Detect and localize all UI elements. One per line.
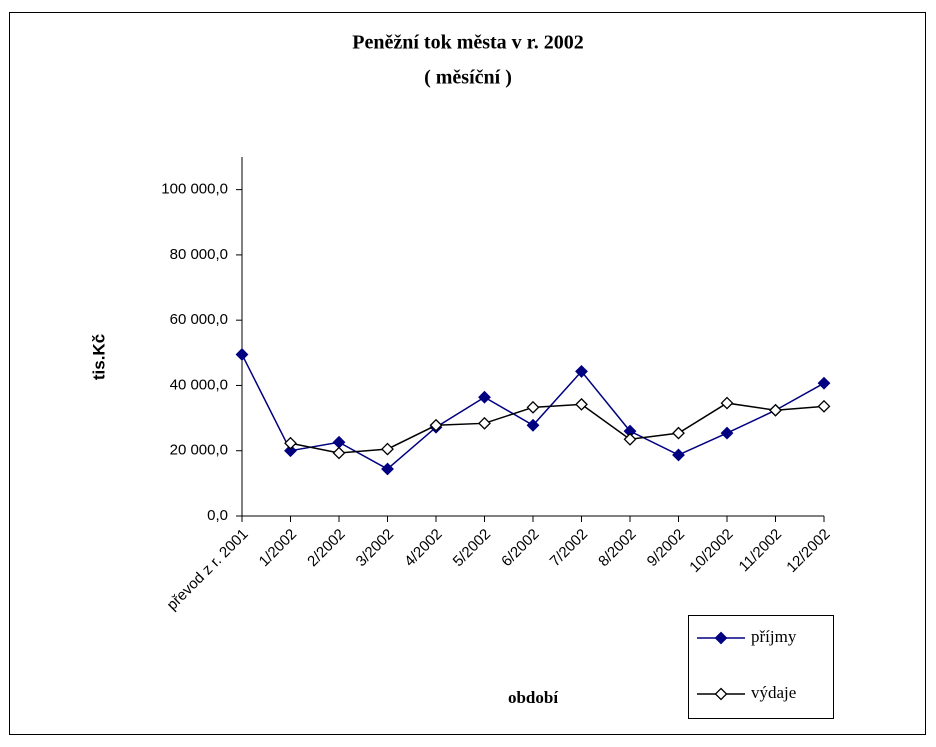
data-point — [817, 399, 831, 413]
data-point — [575, 397, 588, 411]
legend-label: příjmy — [751, 627, 797, 646]
y-tick-label: 20 000,0 — [170, 442, 228, 459]
y-tick-label: 0,0 — [207, 507, 228, 524]
y-tick-label: 100 000,0 — [161, 181, 228, 198]
series-line — [290, 402, 825, 454]
y-tick-label: 40 000,0 — [170, 376, 228, 393]
chart-subtitle: ( měsíční ) — [424, 67, 512, 89]
data-point — [623, 432, 637, 446]
legend-box — [688, 615, 834, 719]
data-point — [575, 365, 588, 378]
data-point — [284, 436, 297, 450]
data-point — [332, 446, 346, 460]
data-point — [478, 390, 491, 404]
data-point — [381, 442, 394, 456]
data-point — [720, 426, 734, 440]
chart-title: Peněžní tok města v r. 2002 — [352, 32, 583, 54]
data-point — [672, 426, 685, 440]
chart-border — [9, 12, 926, 735]
data-point — [769, 403, 782, 417]
y-tick-label: 80 000,0 — [170, 246, 228, 263]
legend-marker — [714, 687, 728, 701]
x-axis-label: období — [508, 688, 558, 707]
data-point — [817, 376, 831, 390]
data-point — [429, 418, 443, 432]
data-point — [720, 396, 734, 410]
data-point — [381, 462, 394, 476]
legend-label: výdaje — [751, 683, 796, 702]
data-point — [284, 444, 297, 458]
data-point — [478, 416, 491, 430]
data-point — [526, 418, 540, 432]
y-axis-label: tis.Kč — [89, 334, 108, 380]
data-point — [235, 348, 249, 361]
legend-marker — [714, 631, 728, 645]
y-tick-label: 60 000,0 — [170, 311, 228, 328]
data-point — [672, 448, 685, 462]
data-point — [526, 400, 540, 414]
